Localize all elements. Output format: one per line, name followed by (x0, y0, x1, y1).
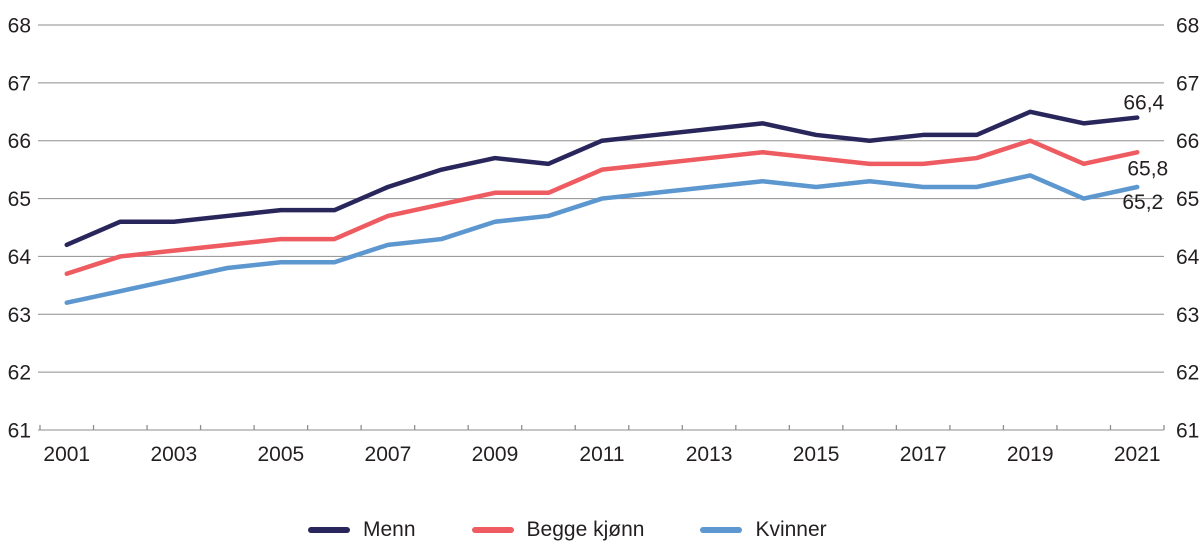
legend-label-kvinner: Kvinner (755, 518, 827, 541)
x-axis-label: 2015 (793, 443, 840, 466)
series-line-begge-kj-nn (64, 138, 1140, 277)
x-axis-labels: 2001 2003 2005 2007 2009 2011 2013 2015 2017 2019… (43, 443, 1160, 466)
legend-label-menn: Menn (363, 518, 416, 541)
y-axis-label-left: 66 (8, 130, 31, 153)
x-axis-label: 2007 (365, 443, 412, 466)
y-axis-label-left: 63 (8, 304, 31, 327)
y-axis-label-left: 68 (8, 15, 31, 38)
y-axis-label-left: 62 (8, 362, 31, 385)
begge-kjonn-line-swatch (471, 527, 514, 533)
series-end-label-menn: 66,4 (1123, 92, 1164, 115)
x-axis-label: 2011 (579, 443, 624, 466)
y-axis-label-right: 63 (1176, 304, 1199, 327)
legend-item-kvinner: Kvinner (700, 518, 827, 542)
plot-area: 61 62 63 64 65 66 67 68 61 62 63 64 65 66 67 68 2001 2003… (8, 15, 1200, 467)
y-axis-labels-right: 61 62 63 64 65 66 67 68 (1176, 15, 1200, 443)
y-axis-label-right: 66 (1176, 130, 1199, 153)
y-axis-label-right: 65 (1176, 188, 1199, 211)
series-end-label-kvinner: 65,2 (1122, 191, 1163, 214)
legend: Menn Begge kjønn Kvinner (308, 518, 827, 542)
x-axis-label: 2013 (686, 443, 733, 466)
gridlines (38, 24, 1164, 431)
series-end-labels: 66,4 65,8 65,2 (1122, 92, 1168, 214)
series-end-label-begge-kj-nn: 65,8 (1127, 157, 1168, 180)
x-axis-label: 2017 (900, 443, 947, 466)
y-axis-label-right: 61 (1176, 420, 1199, 443)
series-line-menn (64, 109, 1140, 248)
y-axis-label-right: 62 (1176, 362, 1199, 385)
y-axis-label-right: 67 (1176, 72, 1199, 95)
y-axis-label-right: 64 (1176, 246, 1200, 269)
series-line-kvinner (64, 173, 1140, 305)
x-axis-label: 2009 (472, 443, 519, 466)
x-axis-label: 2019 (1007, 443, 1054, 466)
y-axis-label-left: 65 (8, 188, 31, 211)
menn-line-swatch (308, 527, 350, 533)
x-axis-label: 2021 (1114, 443, 1161, 466)
y-axis-label-left: 61 (8, 420, 31, 443)
x-axis-label: 2001 (43, 443, 90, 466)
kvinner-line-swatch (700, 527, 743, 533)
y-axis-label-right: 68 (1176, 15, 1199, 38)
y-axis-label-left: 64 (8, 246, 32, 269)
x-axis-ticks (39, 425, 1165, 430)
legend-item-menn: Menn (308, 518, 416, 542)
y-axis-label-left: 67 (8, 72, 31, 95)
legend-label-begge-kjonn: Begge kjønn (526, 518, 645, 541)
legend-item-begge-kjonn: Begge kjønn (471, 518, 645, 542)
x-axis-label: 2005 (257, 443, 304, 466)
x-axis-label: 2003 (150, 443, 197, 466)
y-axis-labels-left: 61 62 63 64 65 66 67 68 (8, 15, 32, 443)
